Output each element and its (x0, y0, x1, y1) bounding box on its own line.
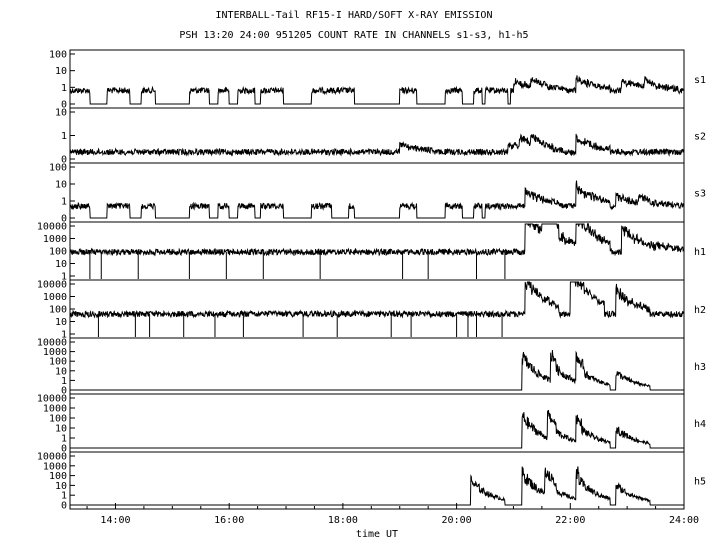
x-tick-label-0: 14:00 (100, 515, 130, 526)
x-tick-label-3: 20:00 (442, 515, 472, 526)
y-tick-label-h4-3: 10 (55, 424, 67, 435)
y-tick-label-s1-2: 1 (61, 83, 67, 94)
x-tick-label-5: 24:00 (669, 515, 699, 526)
y-tick-label-h2-0: 10000 (37, 280, 67, 291)
x-axis-label: time UT (356, 529, 398, 540)
panel-frame-h4 (69, 393, 685, 453)
y-tick-label-h1-4: 1 (61, 272, 67, 283)
trace-s2 (69, 133, 685, 157)
panel-frame-h3 (69, 337, 685, 395)
channel-label-s1: s1 (694, 75, 706, 86)
y-tick-label-h3-0: 10000 (37, 338, 67, 349)
channel-label-h1: h1 (694, 247, 706, 258)
y-tick-label-h4-0: 10000 (37, 394, 67, 405)
chart-subtitle: PSH 13:20 24:00 951205 COUNT RATE IN CHA… (179, 30, 528, 41)
y-tick-label-h5-4: 1 (61, 491, 67, 502)
channel-label-h5: h5 (694, 477, 706, 488)
trace-h2 (69, 281, 685, 319)
trace-h5 (70, 466, 684, 506)
x-tick-label-1: 16:00 (214, 515, 244, 526)
chart-title: INTERBALL-Tail RF15-I HARD/SOFT X-RAY EM… (216, 10, 493, 21)
y-tick-label-h3-4: 1 (61, 376, 67, 387)
channel-label-h4: h4 (694, 419, 706, 430)
y-tick-label-h2-3: 10 (55, 317, 67, 328)
y-tick-label-h2-2: 100 (49, 305, 67, 316)
y-tick-label-h5-3: 10 (55, 481, 67, 492)
y-tick-label-h3-2: 100 (49, 357, 67, 368)
y-tick-label-s2-1: 1 (61, 131, 67, 142)
x-tick-label-2: 18:00 (328, 515, 358, 526)
trace-h4 (70, 409, 684, 449)
trace-h3 (70, 349, 684, 391)
y-tick-label-h4-1: 1000 (43, 404, 67, 415)
x-axis: 14:00 16:00 18:00 20:00 22:00 24:00 (86, 503, 699, 526)
panel-frame-s2 (69, 107, 685, 164)
panel-frame-h2 (69, 279, 685, 339)
y-tick-label-h3-3: 10 (55, 366, 67, 377)
panel-frame-s1 (69, 49, 685, 109)
y-tick-label-s3-2: 1 (61, 197, 67, 208)
y-tick-label-h1-0: 10000 (37, 222, 67, 233)
x-tick-label-4: 22:00 (555, 515, 585, 526)
y-tick-label-s3-3: 0 (61, 214, 67, 225)
panel-stack: 1001010s11010s21001010s3100001000100101h… (37, 49, 706, 512)
channel-label-s2: s2 (694, 132, 706, 143)
channel-label-h2: h2 (694, 305, 706, 316)
y-tick-label-s1-0: 100 (49, 50, 67, 61)
y-tick-label-h3-5: 0 (61, 386, 67, 397)
y-tick-label-h2-4: 1 (61, 330, 67, 341)
y-tick-label-s1-3: 0 (61, 100, 67, 111)
y-tick-label-s3-0: 100 (49, 163, 67, 174)
y-tick-label-h2-1: 1000 (43, 292, 67, 303)
y-tick-label-s2-0: 10 (55, 108, 67, 119)
y-tick-label-h5-1: 1000 (43, 461, 67, 472)
channel-label-h3: h3 (694, 362, 706, 373)
trace-h1 (69, 222, 685, 257)
y-tick-label-s2-2: 0 (61, 155, 67, 166)
y-tick-label-h1-2: 100 (49, 247, 67, 258)
y-tick-label-h3-1: 1000 (43, 347, 67, 358)
y-tick-label-h5-2: 100 (49, 471, 67, 482)
panel-frame-h5 (69, 451, 685, 510)
y-tick-label-h4-5: 0 (61, 444, 67, 455)
channel-label-s3: s3 (694, 189, 706, 200)
y-tick-label-h1-1: 1000 (43, 234, 67, 245)
y-tick-label-h4-2: 100 (49, 414, 67, 425)
y-tick-label-h5-0: 10000 (37, 452, 67, 463)
y-tick-label-s1-1: 10 (55, 66, 67, 77)
trace-s1 (69, 75, 685, 105)
y-tick-label-h4-4: 1 (61, 434, 67, 445)
y-tick-label-h1-3: 10 (55, 259, 67, 270)
y-tick-label-h5-5: 0 (61, 501, 67, 512)
trace-s3 (69, 180, 685, 219)
y-tick-label-s3-1: 10 (55, 180, 67, 191)
